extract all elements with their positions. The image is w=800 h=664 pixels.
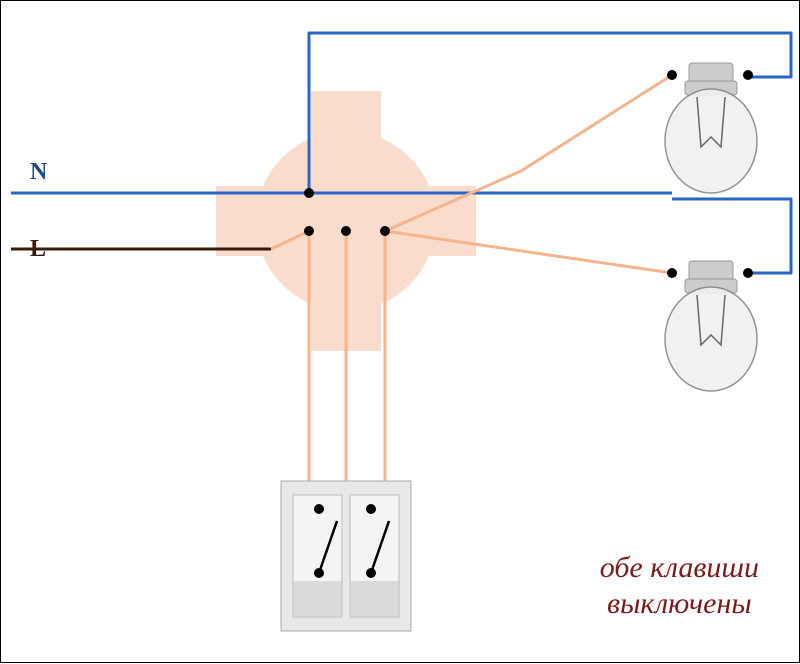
- connection-node: [304, 188, 314, 198]
- connection-node: [366, 504, 376, 514]
- connection-node: [380, 226, 390, 236]
- connection-node: [743, 70, 753, 80]
- caption-text: обе клавиши выключены: [600, 550, 759, 622]
- caption-line1: обе клавиши: [600, 550, 759, 586]
- neutral-label: N: [30, 159, 47, 186]
- caption-line2: выключены: [600, 586, 759, 622]
- connection-node: [667, 268, 677, 278]
- connection-node: [667, 70, 677, 80]
- connection-node: [366, 568, 376, 578]
- connection-node: [743, 268, 753, 278]
- bulb-1: [665, 63, 757, 193]
- double-switch[interactable]: [281, 481, 411, 631]
- bulb-2: [665, 261, 757, 391]
- live-label: L: [30, 236, 46, 263]
- connection-node: [304, 226, 314, 236]
- connection-node: [314, 504, 324, 514]
- connection-node: [314, 568, 324, 578]
- connection-node: [341, 226, 351, 236]
